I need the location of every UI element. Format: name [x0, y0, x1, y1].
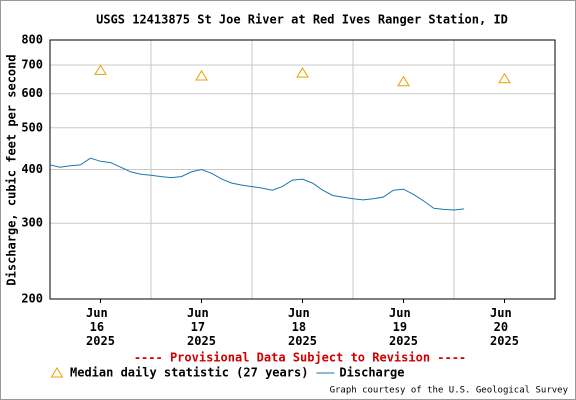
x-tick-label: Jun 18 2025 — [288, 306, 317, 348]
median-marker — [94, 64, 107, 75]
median-marker — [296, 67, 309, 78]
y-tick-label: 300 — [21, 216, 43, 230]
legend-label: Median daily statistic (27 years) — [70, 366, 308, 380]
y-tick-label: 800 — [21, 33, 43, 47]
median-marker — [195, 69, 208, 81]
y-tick-label: 700 — [21, 57, 43, 71]
median-marker — [498, 72, 511, 84]
x-tick-label: Jun 16 2025 — [86, 306, 115, 348]
x-tick-label: Jun 17 2025 — [187, 306, 216, 348]
discharge-line — [49, 157, 465, 211]
y-tick-label: 600 — [21, 86, 43, 100]
legend-marker — [50, 367, 64, 378]
x-tick-label: Jun 19 2025 — [389, 306, 418, 348]
y-tick-label: 500 — [21, 120, 43, 134]
provisional-notice: ---- Provisional Data Subject to Revisio… — [134, 351, 466, 365]
x-tick-label: Jun 20 2025 — [490, 306, 519, 348]
y-tick-label: 400 — [21, 162, 43, 176]
legend-label: Discharge — [339, 366, 404, 380]
y-tick-label: 200 — [21, 292, 43, 306]
chart-title: USGS 12413875 St Joe River at Red Ives R… — [96, 13, 508, 27]
y-axis-label: Discharge, cubic feet per second — [5, 54, 19, 285]
credit: Graph courtesy of the U.S. Geological Su… — [330, 386, 569, 396]
median-marker — [397, 75, 410, 87]
plot-frame — [49, 39, 556, 300]
